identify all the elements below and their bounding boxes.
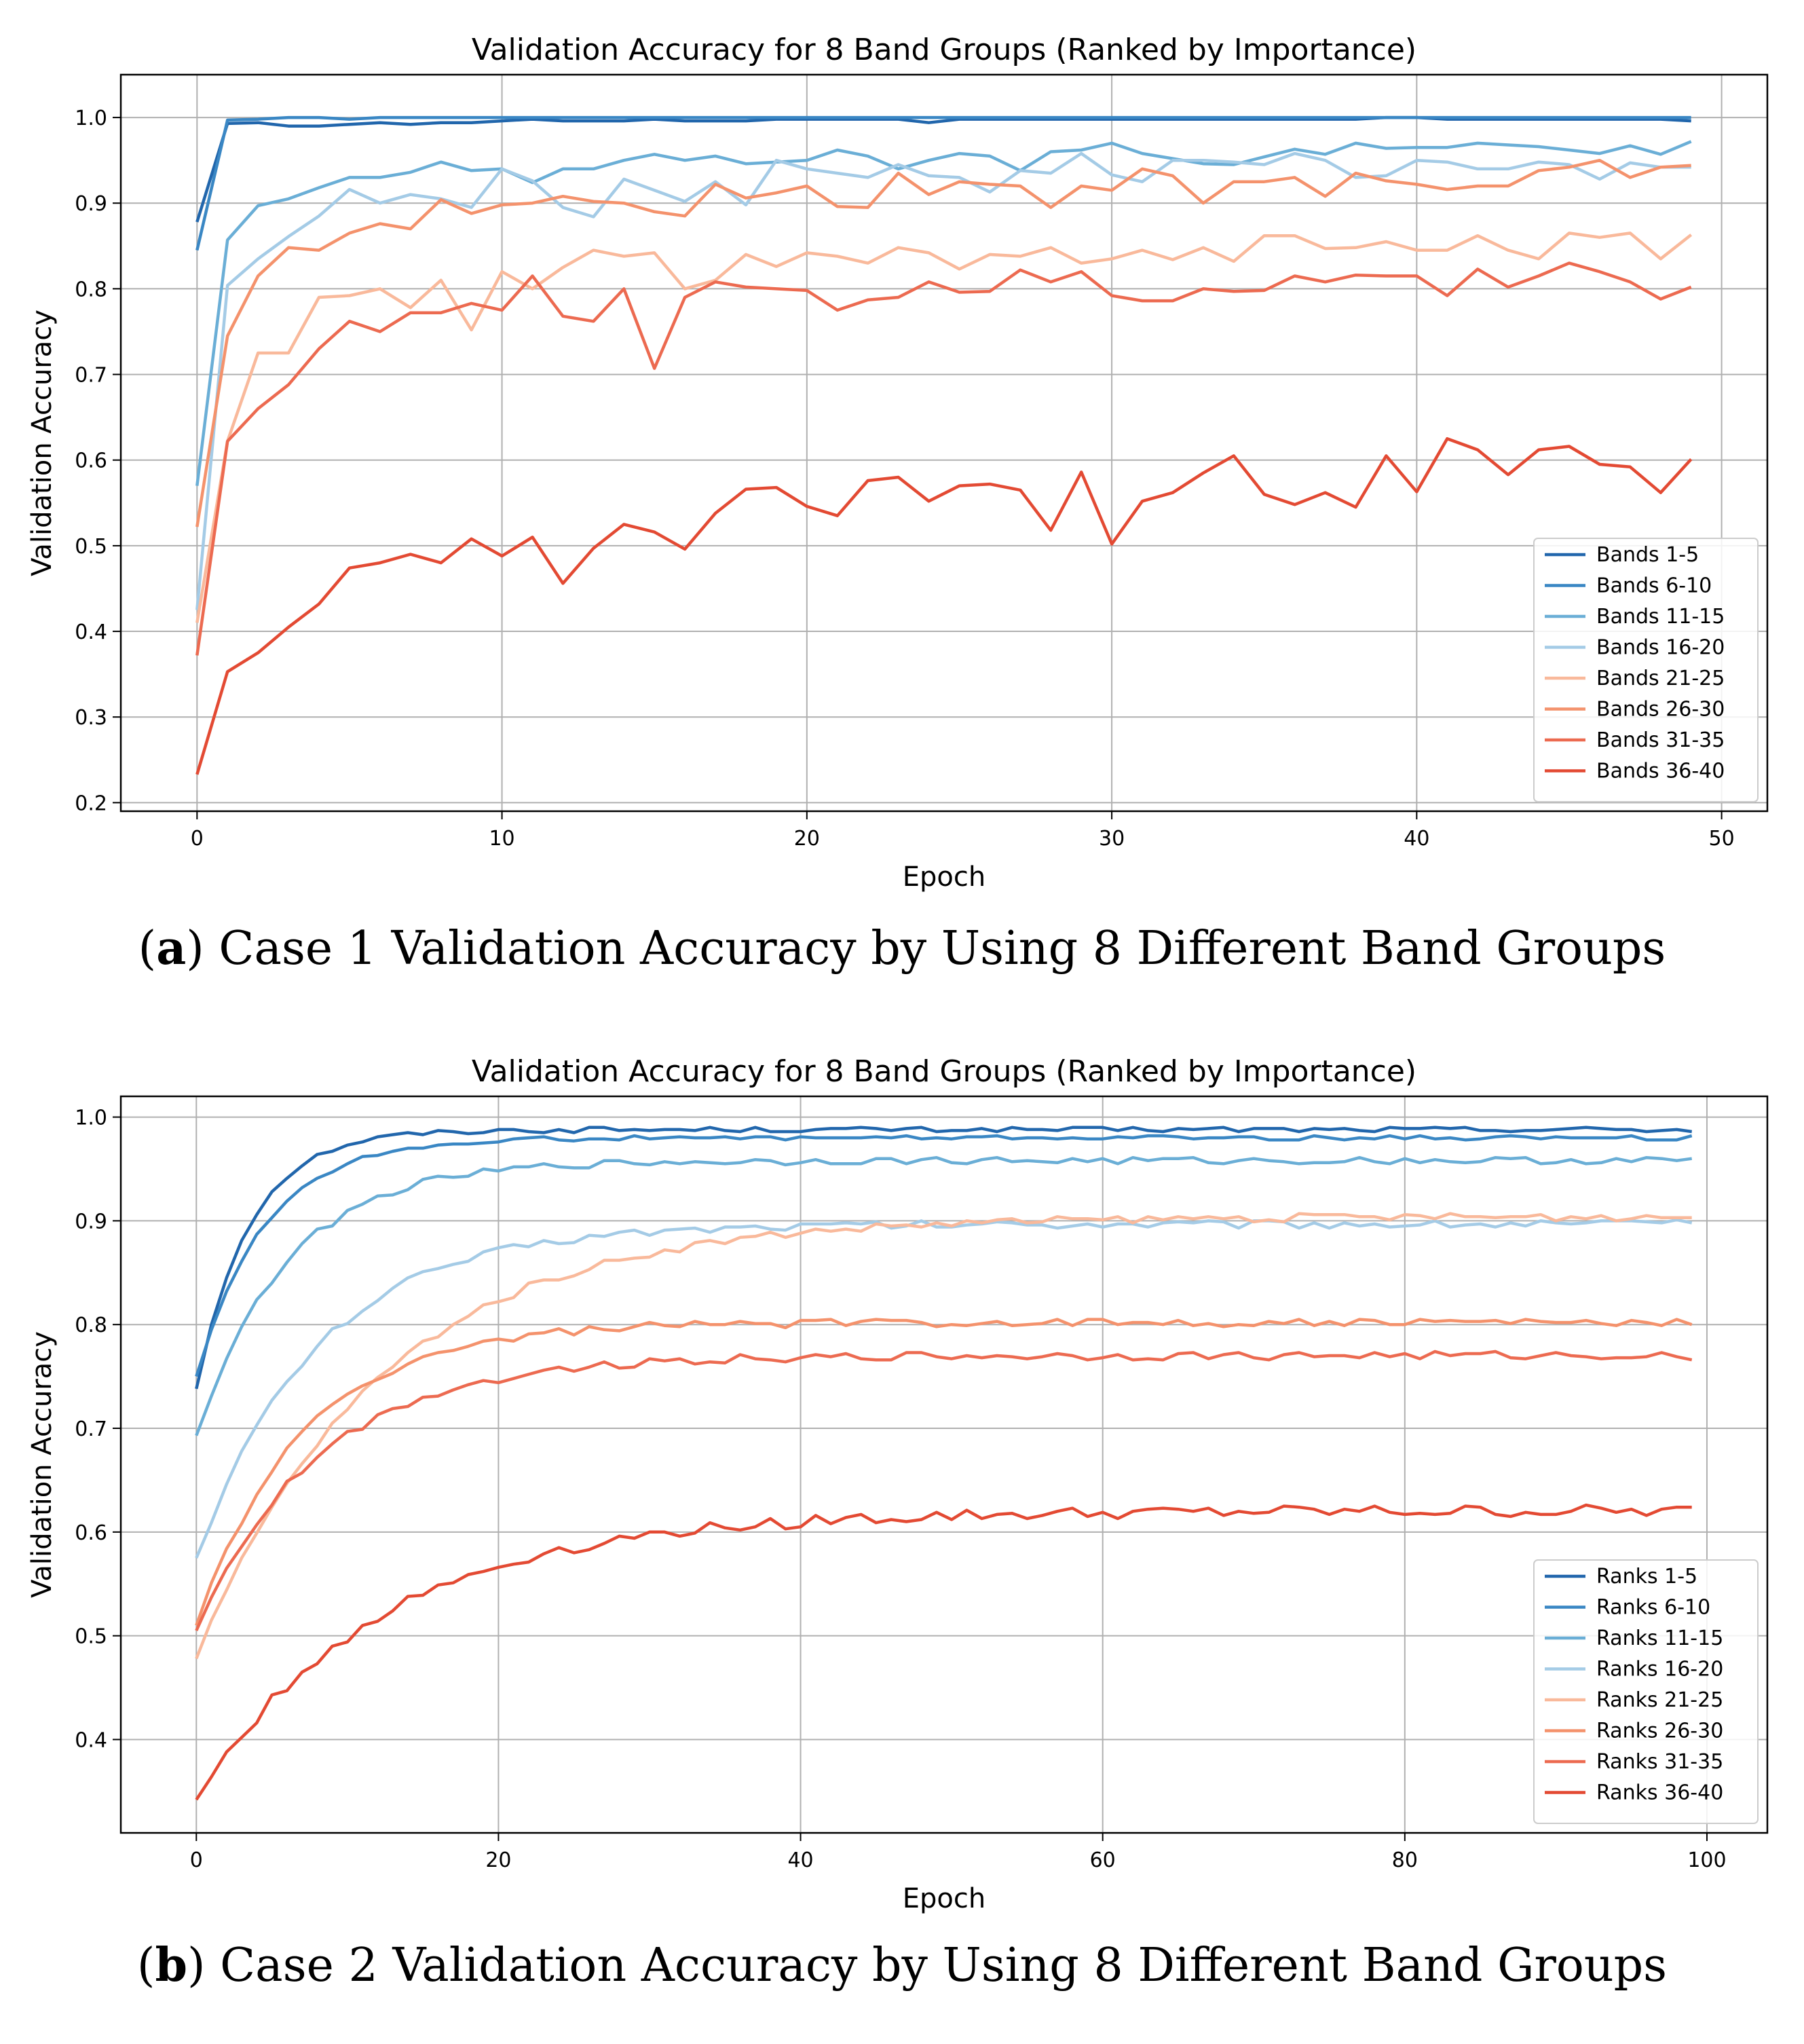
legend-box xyxy=(1533,538,1759,802)
y-tick-label: 0.5 xyxy=(75,1625,107,1649)
legend-label: Bands 11-15 xyxy=(1596,605,1725,629)
series-line-5 xyxy=(195,1212,1692,1660)
legend: Ranks 1-5 Ranks 6-10 Ranks 11-15 Ranks 16-2… xyxy=(1533,1559,1759,1824)
x-tick-label: 0 xyxy=(191,827,204,851)
plot-frame xyxy=(119,1095,1769,1834)
legend-label: Bands 36-40 xyxy=(1596,760,1725,783)
x-tick-label: 80 xyxy=(1392,1848,1418,1872)
y-tick-label: 1.0 xyxy=(75,107,107,130)
legend-label: Bands 6-10 xyxy=(1596,574,1712,598)
legend-label: Ranks 6-10 xyxy=(1596,1596,1710,1620)
x-tick-label: 40 xyxy=(787,1848,813,1872)
series-lines xyxy=(195,115,1693,775)
y-tick-label: 0.8 xyxy=(75,278,107,301)
grid xyxy=(121,75,1767,811)
panel-case-1: Validation Accuracy for 8 Band Groups (R… xyxy=(0,0,1804,1005)
y-tick-label: 0.4 xyxy=(75,620,107,644)
series-line-4 xyxy=(195,1218,1693,1559)
series-line-2 xyxy=(195,115,1691,251)
legend-label: Bands 16-20 xyxy=(1596,636,1725,660)
grid xyxy=(121,1096,1767,1833)
series-line-3 xyxy=(195,1155,1693,1436)
caption-text: Case 1 Validation Accuracy by Using 8 Di… xyxy=(219,922,1666,975)
y-tick-label: 0.8 xyxy=(75,1314,107,1337)
legend: Bands 1-5 Bands 6-10 Bands 11-15 Bands 16-2… xyxy=(1533,538,1759,802)
x-tick-label: 100 xyxy=(1687,1848,1726,1872)
x-axis-label: Epoch xyxy=(903,1883,985,1914)
series-lines xyxy=(195,1126,1693,1801)
series-line-2 xyxy=(195,1134,1693,1377)
legend-label: Ranks 26-30 xyxy=(1596,1720,1723,1743)
series-line-1 xyxy=(195,1126,1693,1390)
legend-label: Bands 21-25 xyxy=(1596,667,1725,690)
y-tick-label: 0.9 xyxy=(75,192,107,216)
y-tick-label: 0.6 xyxy=(75,1521,107,1545)
caption-label: a xyxy=(156,921,187,975)
x-tick-label: 20 xyxy=(485,1848,511,1872)
caption-text: Case 2 Validation Accuracy by Using 8 Di… xyxy=(220,1939,1668,1992)
series-line-8 xyxy=(195,1503,1692,1801)
y-tick-label: 0.7 xyxy=(75,1417,107,1441)
y-tick-label: 0.6 xyxy=(75,449,107,473)
plot-frame xyxy=(119,73,1769,813)
x-tick-label: 20 xyxy=(794,827,820,851)
y-tick-label: 0.3 xyxy=(75,706,107,730)
y-tick-label: 1.0 xyxy=(75,1107,107,1130)
y-tick-label: 0.9 xyxy=(75,1210,107,1233)
x-tick-label: 60 xyxy=(1090,1848,1116,1872)
legend-label: Ranks 21-25 xyxy=(1596,1688,1723,1712)
series-line-5 xyxy=(195,231,1693,623)
x-tick-label: 30 xyxy=(1099,827,1125,851)
caption-label: b xyxy=(155,1938,187,1992)
chart-case-1: Validation Accuracy for 8 Band Groups (R… xyxy=(26,33,1769,893)
y-tick-label: 0.2 xyxy=(75,792,107,815)
panel-case-2: Validation Accuracy for 8 Band Groups (R… xyxy=(0,1022,1804,2044)
series-line-3 xyxy=(195,140,1692,486)
x-tick-label: 0 xyxy=(190,1848,203,1872)
y-tick-label: 0.5 xyxy=(75,535,107,559)
series-line-4 xyxy=(195,151,1691,610)
legend-label: Bands 1-5 xyxy=(1596,543,1699,567)
series-line-6 xyxy=(195,158,1691,527)
x-tick-label: 50 xyxy=(1709,827,1735,851)
series-line-7 xyxy=(195,1350,1693,1631)
chart-case-2: Validation Accuracy for 8 Band Groups (R… xyxy=(26,1054,1769,1914)
legend-box xyxy=(1533,1559,1759,1824)
caption-case-1: (a) Case 1 Validation Accuracy by Using … xyxy=(138,921,1666,975)
legend-label: Ranks 36-40 xyxy=(1596,1781,1723,1805)
x-tick-label: 40 xyxy=(1404,827,1429,851)
legend-label: Ranks 1-5 xyxy=(1596,1565,1697,1588)
series-line-7 xyxy=(195,261,1692,656)
y-axis-label: Validation Accuracy xyxy=(26,310,58,576)
caption-case-2: (b) Case 2 Validation Accuracy by Using … xyxy=(136,1938,1668,1992)
chart-title: Validation Accuracy for 8 Band Groups (R… xyxy=(472,1054,1416,1089)
legend-label: Ranks 11-15 xyxy=(1596,1627,1723,1650)
legend-label: Ranks 16-20 xyxy=(1596,1658,1723,1681)
legend-label: Bands 26-30 xyxy=(1596,698,1725,722)
legend-label: Bands 31-35 xyxy=(1596,728,1725,752)
x-axis-label: Epoch xyxy=(903,861,985,893)
legend-label: Ranks 31-35 xyxy=(1596,1750,1723,1774)
chart-title: Validation Accuracy for 8 Band Groups (R… xyxy=(472,33,1416,67)
series-line-8 xyxy=(195,436,1693,775)
x-tick-label: 10 xyxy=(489,827,514,851)
y-tick-label: 0.4 xyxy=(75,1728,107,1752)
series-line-6 xyxy=(195,1318,1693,1627)
y-axis-label: Validation Accuracy xyxy=(26,1331,58,1598)
y-tick-label: 0.7 xyxy=(75,364,107,388)
